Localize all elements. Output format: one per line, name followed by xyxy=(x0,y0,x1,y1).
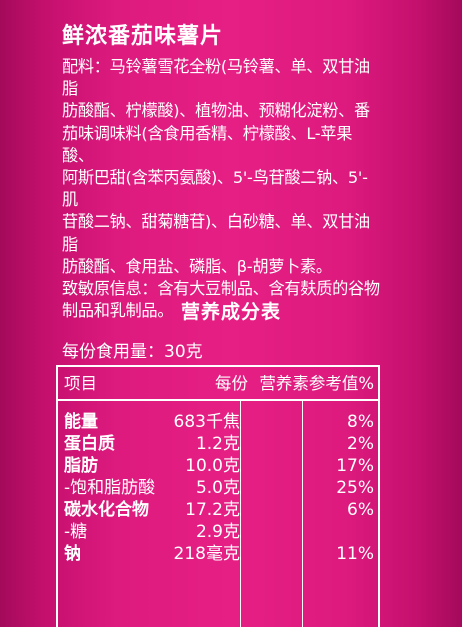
row-amount: 17.2克 xyxy=(185,500,240,520)
table-row: 能量 683千焦 8% xyxy=(58,411,378,433)
header-per-serving: 每份 xyxy=(215,374,248,393)
table-row: -糖 2.9克 xyxy=(58,521,378,543)
row-nrv: 25% xyxy=(336,478,374,498)
ingredients-line: 配料：马铃薯雪花全粉(马铃薯、单、双甘油脂 xyxy=(62,57,370,99)
table-row: -饱和脂肪酸 5.0克 25% xyxy=(58,477,378,499)
column-divider xyxy=(240,401,241,627)
table-row: 蛋白质 1.2克 2% xyxy=(58,433,378,455)
product-name: 鲜浓番茄味薯片 xyxy=(62,24,224,49)
row-name: -糖 xyxy=(64,522,88,542)
ingredients-line: 肪酸酯、柠檬酸)、植物油、预糊化淀粉、番 xyxy=(62,101,370,121)
row-nrv: 6% xyxy=(347,500,374,520)
nutrition-table: 项目 每份 营养素参考值% 能量 683千焦 8% 蛋白质 1.2克 2% 脂肪… xyxy=(56,365,380,627)
ingredients-line: 肪酸酯、食用盐、磷脂、β-胡萝卜素。 xyxy=(62,256,332,276)
ingredients-line: 阿斯巴甜(含苯丙氨酸)、5'-鸟苷酸二钠、5'-肌 xyxy=(62,168,368,210)
column-divider xyxy=(302,401,303,627)
header-divider xyxy=(58,399,378,401)
row-name: 碳水化合物 xyxy=(64,500,149,520)
row-name: 脂肪 xyxy=(64,456,98,476)
ingredients-block: 配料：马铃薯雪花全粉(马铃薯、单、双甘油脂 肪酸酯、柠檬酸)、植物油、预糊化淀粉… xyxy=(62,56,382,322)
ingredients-line: 苷酸二钠、甜菊糖苷)、白砂糖、单、双甘油脂 xyxy=(62,212,370,254)
row-name: -饱和脂肪酸 xyxy=(64,478,156,498)
row-nrv: 11% xyxy=(336,544,374,564)
allergen-line: 致敏原信息：含有大豆制品、含有麸质的谷物 xyxy=(62,279,380,299)
table-row: 碳水化合物 17.2克 6% xyxy=(58,499,378,521)
row-amount: 10.0克 xyxy=(185,456,240,476)
row-amount: 218毫克 xyxy=(173,544,240,564)
row-amount: 683千焦 xyxy=(173,412,240,432)
nutrition-table-title: 营养成分表 xyxy=(180,301,281,323)
row-amount: 2.9克 xyxy=(195,522,240,542)
table-row: 脂肪 10.0克 17% xyxy=(58,455,378,477)
row-nrv: 8% xyxy=(347,412,374,432)
row-amount: 5.0克 xyxy=(195,478,240,498)
row-nrv: 2% xyxy=(347,434,374,454)
row-nrv: 17% xyxy=(336,456,374,476)
row-name: 蛋白质 xyxy=(64,434,115,454)
table-header-row: 项目 每份 营养素参考值% xyxy=(58,371,378,397)
row-name: 能量 xyxy=(64,412,98,432)
header-item: 项目 xyxy=(64,374,97,393)
table-row: 钠 218毫克 11% xyxy=(58,543,378,565)
row-name: 钠 xyxy=(64,544,81,564)
row-amount: 1.2克 xyxy=(195,434,240,454)
header-nrv: 营养素参考值% xyxy=(259,374,374,393)
allergen-line: 制品和乳制品。 xyxy=(62,301,174,321)
ingredients-line: 茄味调味料(含食用香精、柠檬酸、L-苹果酸、 xyxy=(62,123,353,165)
serving-size: 每份食用量：30克 xyxy=(62,342,203,362)
